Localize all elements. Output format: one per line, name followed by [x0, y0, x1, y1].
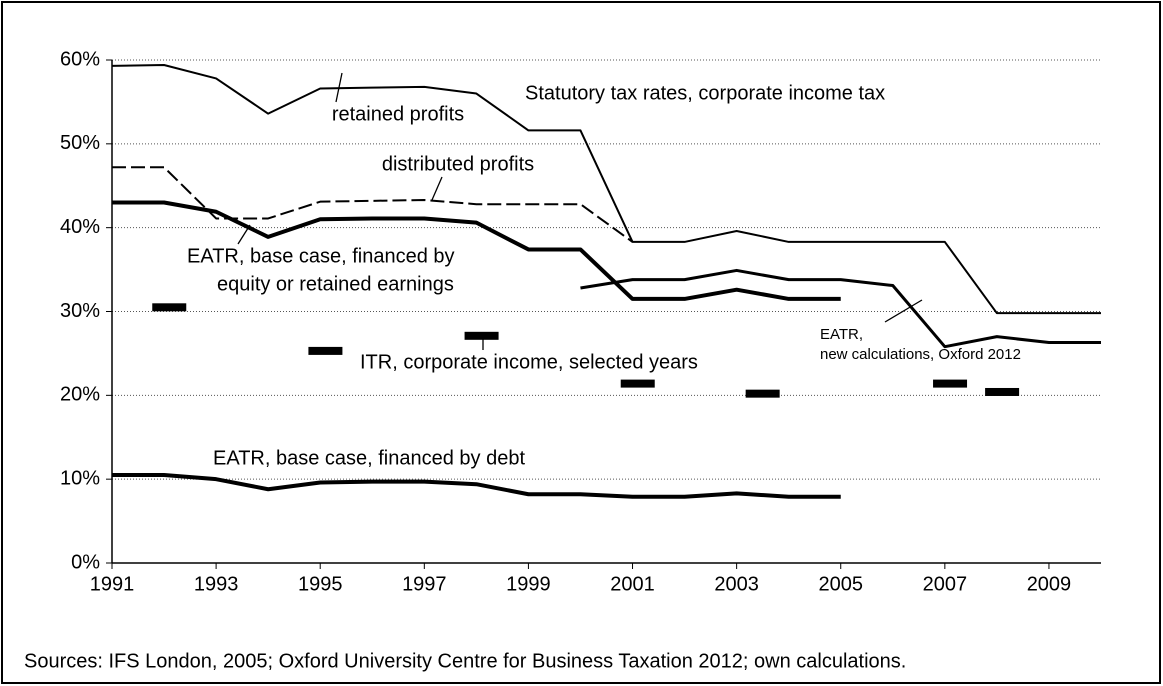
- x-tick-label: 1997: [402, 573, 447, 595]
- itr-marker: [152, 303, 187, 312]
- itr-marker: [620, 379, 655, 388]
- source: Sources: IFS London, 2005; Oxford Univer…: [24, 650, 906, 672]
- annotation: retained profits: [332, 103, 464, 125]
- y-tick-label: 30%: [60, 300, 100, 322]
- x-tick-label: 1995: [298, 573, 343, 595]
- series-line: [112, 472, 841, 499]
- x-tick-label: 2005: [818, 573, 863, 595]
- annotation: Statutory tax rates, corporate income ta…: [525, 82, 885, 104]
- itr-marker: [933, 379, 968, 388]
- annotation: ITR, corporate income, selected years: [360, 351, 698, 373]
- y-tick-label: 40%: [60, 216, 100, 238]
- x-tick-label: 2007: [923, 573, 968, 595]
- y-tick-label: 50%: [60, 132, 100, 154]
- y-tick-label: 20%: [60, 384, 100, 406]
- x-tick-label: 2009: [1027, 573, 1072, 595]
- annotation: equity or retained earnings: [217, 273, 454, 295]
- itr-marker: [745, 389, 780, 398]
- x-tick-label: 2003: [714, 573, 759, 595]
- annotation: EATR, base case, financed by debt: [213, 447, 525, 469]
- y-tick-label: 0%: [71, 551, 100, 573]
- y-tick-label: 10%: [60, 467, 100, 489]
- series-line: [580, 268, 1101, 349]
- series-line: [111, 64, 1101, 315]
- x-tick-label: 1999: [506, 573, 551, 595]
- y-tick-label: 60%: [60, 48, 100, 70]
- annotation: EATR,: [820, 326, 863, 343]
- x-tick-label: 2001: [610, 573, 655, 595]
- series-line: [112, 200, 841, 301]
- itr-marker: [308, 346, 343, 355]
- leader-lines: [237, 72, 923, 350]
- annotation: new calculations, Oxford 2012: [820, 346, 1021, 363]
- series-line: [112, 166, 634, 243]
- itr-marker: [985, 387, 1020, 396]
- x-tick-label: 1993: [194, 573, 239, 595]
- annotation: distributed profits: [382, 153, 534, 175]
- annotation: EATR, base case, financed by: [187, 245, 455, 267]
- itr-marker: [464, 331, 499, 340]
- x-tick-label: 1991: [90, 573, 135, 595]
